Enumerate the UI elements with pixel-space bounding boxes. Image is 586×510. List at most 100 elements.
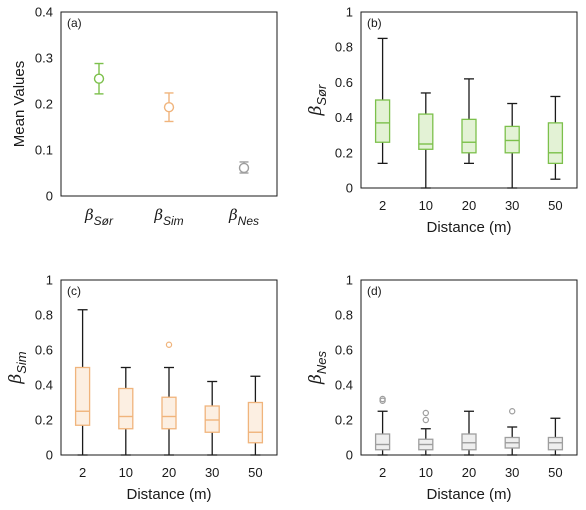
y-tick-label: 0.8	[335, 308, 353, 323]
box-30	[504, 408, 520, 456]
mean-point-2	[163, 92, 175, 123]
box-iqr	[118, 387, 134, 430]
box-50	[547, 95, 564, 180]
box-iqr	[204, 405, 220, 433]
x-tick-label: 10	[419, 198, 433, 213]
box-30	[504, 102, 520, 189]
x-tick-label: 2	[379, 198, 386, 213]
y-axis-label-symbol: β	[6, 374, 26, 385]
y-axis-label: Mean Values	[11, 61, 28, 147]
box-2	[74, 309, 91, 456]
x-tick-label-2-subscript: Sim	[163, 214, 184, 228]
y-tick-label: 0.6	[335, 75, 353, 90]
y-tick-label: 0.1	[35, 143, 53, 158]
x-tick-label-3: βNes	[228, 206, 259, 228]
x-tick-label-1: βSør	[84, 206, 114, 228]
y-axis-label-subscript: Sim	[14, 351, 29, 374]
x-tick-label: 2	[379, 465, 386, 480]
box-10	[418, 409, 434, 456]
y-axis-label: βNes	[306, 351, 329, 385]
box-20	[461, 410, 477, 456]
box-iqr	[374, 433, 391, 451]
panel-d: (d) 0 0.2 0.4 0.6 0.8 1 βNes Distance (m) 2 10 20 30…	[306, 273, 578, 503]
y-axis-label-symbol: β	[306, 374, 326, 385]
outlier-point	[379, 395, 386, 403]
y-tick-label: 0.6	[35, 343, 53, 358]
x-tick-label: 2	[79, 465, 86, 480]
y-tick-label: 0	[346, 448, 353, 463]
panel-label: (c)	[67, 284, 81, 298]
y-tick-label: 0	[346, 181, 353, 196]
y-tick-label: 0.4	[335, 378, 353, 393]
mean-point-3	[238, 161, 250, 174]
box-iqr	[247, 401, 264, 444]
x-tick-label-3-text: βNes	[228, 206, 259, 228]
y-axis-label-subscript: Sør	[314, 84, 329, 106]
x-tick-label: 30	[505, 198, 519, 213]
mean-marker	[163, 102, 175, 113]
x-tick-label-2-text: βSim	[153, 206, 183, 228]
box-iqr	[418, 113, 434, 150]
box-50	[547, 417, 564, 456]
x-tick-label: 10	[419, 465, 433, 480]
box-iqr	[547, 122, 564, 165]
box-iqr	[74, 366, 91, 426]
y-tick-label: 1	[46, 273, 53, 288]
panel-label: (d)	[367, 284, 382, 298]
y-tick-label: 0.4	[335, 110, 353, 125]
mean-marker	[238, 162, 250, 174]
y-tick-label: 0.8	[335, 40, 353, 55]
y-axis-label-text: βSør	[306, 84, 329, 116]
outlier-point	[422, 409, 429, 417]
x-tick-label: 30	[205, 465, 219, 480]
outlier-point	[509, 408, 516, 415]
box-2	[374, 37, 391, 165]
box-30	[204, 380, 220, 456]
y-tick-label: 0.6	[335, 343, 353, 358]
x-tick-label: 30	[505, 465, 519, 480]
y-axis-label-subscript: Nes	[314, 351, 329, 375]
y-tick-label: 0.4	[35, 378, 53, 393]
x-axis-label: Distance (m)	[426, 219, 511, 236]
x-tick-label: 20	[462, 198, 476, 213]
x-tick-label: 50	[548, 465, 562, 480]
plot-frame	[60, 11, 278, 197]
x-tick-label: 20	[462, 465, 476, 480]
y-tick-label: 0.8	[35, 308, 53, 323]
y-tick-label: 0	[46, 448, 53, 463]
x-tick-label: 50	[248, 465, 262, 480]
y-tick-label: 1	[346, 273, 353, 288]
y-axis-label-text: βNes	[306, 351, 329, 385]
box-10	[418, 92, 434, 189]
y-tick-label: 0.4	[35, 5, 53, 20]
y-tick-label: 0.3	[35, 51, 53, 66]
x-tick-label-1-text: βSør	[84, 206, 114, 228]
y-axis-label-symbol: β	[306, 105, 326, 116]
box-10	[118, 366, 134, 456]
box-iqr	[504, 125, 520, 154]
box-iqr	[461, 433, 477, 451]
box-20	[461, 78, 477, 165]
y-tick-label: 0.2	[35, 97, 53, 112]
panel-b: (b) 0 0.2 0.4 0.6 0.8 1 βSør Distance (m) 2 10 20 30…	[306, 5, 578, 236]
panel-c: (c) 0 0.2 0.4 0.6 0.8 1 βSim Distance (m) 2 10 20 30…	[6, 273, 278, 503]
x-tick-label: 10	[119, 465, 133, 480]
y-axis-label: βSør	[306, 84, 329, 116]
x-axis-label: Distance (m)	[126, 486, 211, 503]
x-tick-label-3-symbol: β	[228, 206, 238, 224]
y-tick-label: 0.2	[35, 413, 53, 428]
outlier-point	[165, 341, 173, 348]
x-tick-label-1-subscript: Sør	[94, 214, 114, 228]
mean-point-1	[93, 62, 105, 95]
mean-marker	[93, 73, 105, 84]
y-axis-label-text: βSim	[6, 351, 29, 384]
box-20	[161, 341, 177, 456]
box-50	[247, 375, 264, 456]
x-axis-label: Distance (m)	[426, 486, 511, 503]
outlier-point	[422, 416, 429, 424]
x-tick-label-1-symbol: β	[84, 206, 94, 224]
y-axis-label: βSim	[6, 351, 29, 384]
y-tick-label: 1	[346, 5, 353, 20]
box-iqr	[161, 396, 177, 430]
